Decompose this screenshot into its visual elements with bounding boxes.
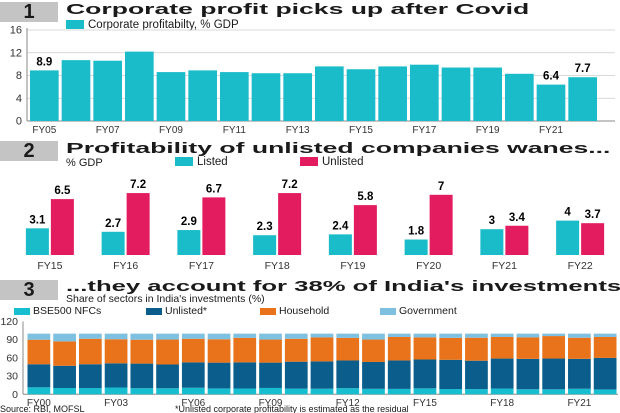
- svg-text:FY21: FY21: [492, 260, 517, 272]
- svg-text:FY18: FY18: [490, 398, 514, 409]
- svg-text:1.8: 1.8: [408, 226, 425, 238]
- svg-text:90: 90: [6, 334, 18, 346]
- svg-text:16: 16: [10, 25, 22, 37]
- svg-text:FY22: FY22: [568, 260, 593, 272]
- svg-text:2.3: 2.3: [257, 221, 273, 233]
- svg-text:FY13: FY13: [286, 125, 310, 136]
- svg-text:4: 4: [564, 207, 571, 219]
- svg-text:FY19: FY19: [340, 260, 365, 272]
- svg-text:7.2: 7.2: [282, 179, 298, 191]
- svg-text:FY17: FY17: [189, 260, 214, 272]
- svg-text:2.4: 2.4: [332, 220, 349, 232]
- svg-text:FY15: FY15: [413, 398, 437, 409]
- svg-text:FY19: FY19: [476, 125, 500, 136]
- svg-text:5.8: 5.8: [357, 191, 374, 203]
- svg-text:FY07: FY07: [96, 125, 120, 136]
- svg-text:8: 8: [16, 70, 22, 82]
- svg-text:7: 7: [438, 181, 444, 193]
- svg-text:FY15: FY15: [37, 260, 62, 272]
- svg-text:FY18: FY18: [265, 260, 290, 272]
- svg-text:8.9: 8.9: [36, 56, 52, 68]
- svg-text:7.7: 7.7: [575, 63, 591, 75]
- svg-text:3: 3: [489, 215, 495, 227]
- svg-text:4: 4: [16, 93, 22, 105]
- svg-text:2.7: 2.7: [105, 218, 121, 230]
- svg-text:3.4: 3.4: [509, 212, 526, 224]
- svg-text:FY05: FY05: [32, 125, 56, 136]
- svg-text:FY11: FY11: [223, 125, 247, 136]
- svg-text:30: 30: [6, 371, 18, 383]
- svg-text:FY17: FY17: [412, 125, 436, 136]
- svg-text:FY21: FY21: [567, 398, 591, 409]
- svg-text:FY20: FY20: [416, 260, 441, 272]
- svg-text:FY15: FY15: [349, 125, 373, 136]
- svg-text:6.7: 6.7: [206, 183, 222, 195]
- svg-text:12: 12: [10, 47, 22, 59]
- svg-text:3.7: 3.7: [585, 209, 601, 221]
- svg-text:7.2: 7.2: [130, 179, 146, 191]
- svg-text:FY16: FY16: [113, 260, 138, 272]
- svg-text:0: 0: [12, 389, 18, 401]
- svg-text:FY03: FY03: [104, 398, 128, 409]
- svg-text:6.5: 6.5: [54, 185, 71, 197]
- svg-text:FY21: FY21: [539, 125, 563, 136]
- svg-text:FY09: FY09: [159, 125, 183, 136]
- svg-text:120: 120: [0, 316, 18, 328]
- svg-text:2.9: 2.9: [181, 216, 197, 228]
- svg-text:6.4: 6.4: [543, 71, 560, 83]
- svg-text:60: 60: [6, 352, 18, 364]
- svg-text:0: 0: [16, 116, 22, 128]
- svg-text:3.1: 3.1: [29, 214, 46, 226]
